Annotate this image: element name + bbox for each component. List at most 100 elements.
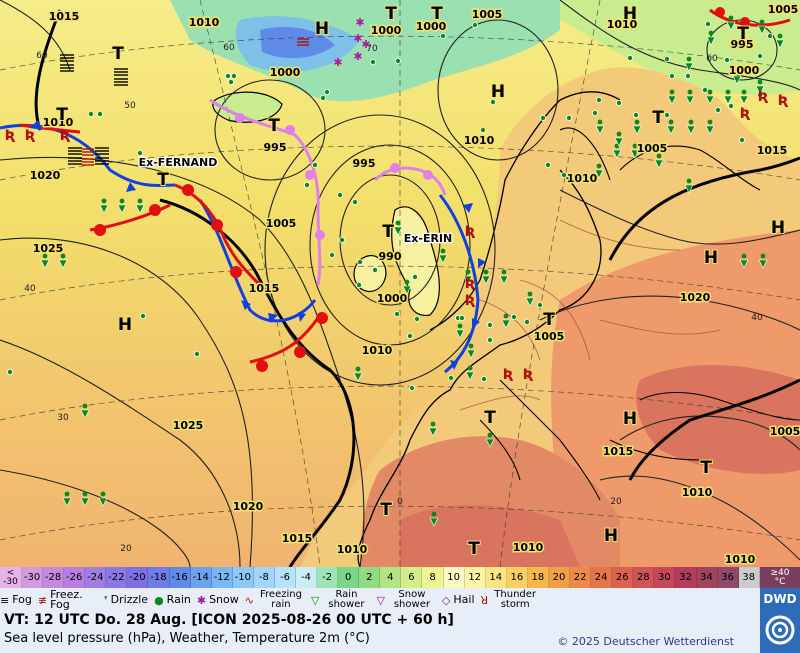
legend-label: Snow shower: [393, 589, 430, 610]
rain-shower-icon: [594, 163, 604, 179]
isobar-label: 1020: [233, 500, 264, 513]
rain-shower-icon: [705, 89, 715, 105]
thunderstorm-icon: Ʀ: [465, 293, 476, 309]
rain-icon: [702, 87, 709, 94]
rain-shower-icon: [632, 119, 642, 135]
rain-shower-icon: [705, 119, 715, 135]
isobar-label: 1015: [757, 144, 788, 157]
snow-icon: ✱: [353, 32, 362, 45]
isobar-label: 995: [353, 157, 376, 170]
scale-cell: 2: [359, 567, 381, 588]
storm-name-label: Ex-ERIN: [404, 232, 452, 245]
pressure-centers: H T T T H T T T T H T H T T H H T H T H T T: [55, 3, 786, 560]
storm-name-label: Ex-FERNAND: [139, 156, 218, 169]
map-description: Sea level pressure (hPa), Weather, Tempe…: [4, 631, 370, 646]
rain-shower-icon: [739, 89, 749, 105]
rain-icon: [224, 73, 231, 80]
rain-icon: [458, 314, 465, 321]
high-pressure-label: H: [704, 248, 718, 268]
freezing-fog-icon: [297, 38, 309, 46]
rain-icon: [480, 375, 487, 382]
rain-icon: [311, 161, 318, 168]
scale-cell: 26: [612, 567, 634, 588]
scale-cell: -6: [274, 567, 297, 588]
scale-cell: -12: [211, 567, 233, 588]
legend-label: Rain shower: [328, 589, 365, 610]
low-pressure-label: T: [431, 4, 443, 24]
low-pressure-label: T: [700, 458, 712, 478]
scale-cell: 14: [485, 567, 507, 588]
rain-icon: [447, 374, 454, 381]
scale-cell: -2: [317, 567, 339, 588]
rain-icon: [371, 266, 378, 273]
weather-legend: ≡ Fog ≢ Freez. Fog ❜ Drizzle ● Rain ✱ Snow ∿ Freezi…: [0, 588, 760, 612]
scale-cell: -28: [43, 567, 65, 588]
isobar-label: 1010: [607, 18, 638, 31]
high-pressure-label: H: [118, 315, 132, 335]
rain-icon: [406, 332, 413, 339]
rain-icon: [393, 310, 400, 317]
rain-shower-icon: [775, 33, 785, 49]
scale-cell: 32: [675, 567, 697, 588]
gridline-label: 60: [706, 54, 718, 64]
gridline-label: 20: [610, 497, 622, 507]
scale-cell: 12: [464, 567, 486, 588]
scale-cell: 24: [591, 567, 613, 588]
rain-icon: [633, 112, 640, 119]
gridline-label: 70: [366, 44, 378, 54]
rain-icon: [728, 103, 735, 110]
thunderstorm-icon: Ʀ: [503, 367, 514, 383]
hot-area-africa: [400, 505, 580, 567]
legend-item: ✱ Snow: [197, 594, 239, 607]
scale-cell: -14: [190, 567, 212, 588]
coastline-italy: [479, 379, 601, 501]
iceland: [212, 91, 283, 123]
rain-shower-icon: [723, 89, 733, 105]
low-pressure-label: T: [112, 44, 124, 64]
high-pressure-label: H: [491, 82, 505, 102]
snow-icon: ✱: [355, 16, 364, 29]
isobar-label: 1010: [682, 486, 713, 499]
rain-shower-icon: [757, 19, 767, 35]
scale-cell: 28: [633, 567, 655, 588]
rain-shower-icon: [353, 366, 363, 382]
scale-cell: -24: [85, 567, 107, 588]
scale-cell-min: < -30: [0, 567, 22, 588]
rain-shower-icon: [706, 30, 716, 46]
low-pressure-label: T: [56, 105, 68, 125]
gridline-label: 30: [57, 413, 69, 423]
isobar-label: 1000: [729, 64, 760, 77]
scale-cell: 30: [654, 567, 676, 588]
thunderstorm-icon: Ʀ: [758, 89, 769, 105]
isobar-label: 1005: [534, 330, 565, 343]
isobar-label: 990: [379, 250, 402, 263]
scale-cell: -26: [64, 567, 86, 588]
rain-icon: [338, 236, 345, 243]
scale-cell: -16: [169, 567, 191, 588]
rain-shower-icon: [684, 56, 694, 72]
isobar-label: 1010: [464, 134, 495, 147]
coastline-baltic: [559, 127, 761, 191]
scale-cell: 10: [443, 567, 465, 588]
snow-icon: ✱: [333, 56, 342, 69]
rain-shower-icon: [485, 432, 495, 448]
isobar-label: 1010: [725, 553, 756, 566]
isobar-label: 1005: [266, 217, 297, 230]
isobar-label: 1005: [637, 142, 668, 155]
isobar-label: 1010: [189, 16, 220, 29]
rain-shower-icon: [402, 279, 412, 295]
rain-icon: [355, 281, 362, 288]
rain-icon: [411, 273, 418, 280]
rain-shower-icon: [726, 15, 736, 31]
rain-icon: [356, 258, 363, 265]
gridline-label: 0: [397, 497, 403, 507]
isobar-label: 1000: [270, 66, 301, 79]
rain-shower-icon: ▽: [310, 593, 320, 607]
rain-icon: [227, 79, 234, 86]
rain-icon: [139, 312, 146, 319]
isobars: [0, 0, 800, 567]
freezing-fog-icon: [82, 148, 94, 156]
gridline-label: 40: [751, 313, 763, 323]
legend-item: ◇ Hail: [442, 594, 475, 607]
